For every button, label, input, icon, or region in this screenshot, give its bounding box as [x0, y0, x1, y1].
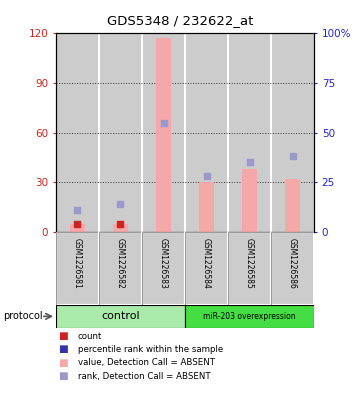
Bar	[228, 232, 271, 305]
Bar	[228, 33, 271, 232]
Text: ■: ■	[58, 371, 68, 381]
Bar	[56, 33, 99, 232]
Text: GDS5348 / 232622_at: GDS5348 / 232622_at	[107, 14, 254, 27]
Bar	[185, 305, 314, 328]
Bar	[56, 305, 185, 328]
Bar	[185, 232, 228, 305]
Point	[118, 201, 123, 207]
Bar	[99, 232, 142, 305]
Bar	[242, 169, 257, 232]
Point	[75, 220, 81, 227]
Text: GSM1226581: GSM1226581	[73, 238, 82, 288]
Text: GSM1226584: GSM1226584	[202, 238, 211, 288]
Bar	[156, 39, 171, 232]
Point	[161, 119, 166, 126]
Bar	[56, 232, 99, 305]
Bar	[113, 224, 128, 232]
Point	[75, 207, 81, 213]
Bar	[285, 179, 300, 232]
Text: rank, Detection Call = ABSENT: rank, Detection Call = ABSENT	[78, 372, 210, 380]
Text: miR-203 overexpression: miR-203 overexpression	[203, 312, 296, 321]
Text: GSM1226582: GSM1226582	[116, 238, 125, 288]
Bar	[56, 232, 99, 305]
Text: value, Detection Call = ABSENT: value, Detection Call = ABSENT	[78, 358, 215, 367]
Bar	[271, 232, 314, 305]
Bar	[70, 224, 85, 232]
Text: protocol: protocol	[4, 311, 43, 321]
Text: GSM1226586: GSM1226586	[288, 238, 297, 288]
Point	[204, 173, 209, 180]
Point	[247, 159, 252, 165]
Text: percentile rank within the sample: percentile rank within the sample	[78, 345, 223, 354]
Text: count: count	[78, 332, 102, 340]
Bar	[271, 33, 314, 232]
Point	[118, 220, 123, 227]
Text: GSM1226583: GSM1226583	[159, 238, 168, 288]
Bar	[199, 182, 214, 232]
Bar	[99, 33, 142, 232]
Text: ■: ■	[58, 344, 68, 354]
Bar	[271, 232, 314, 305]
Bar	[99, 232, 142, 305]
Text: control: control	[101, 311, 140, 321]
Bar	[185, 232, 228, 305]
Text: ■: ■	[58, 358, 68, 368]
Bar	[142, 33, 185, 232]
Text: ■: ■	[58, 331, 68, 341]
Bar	[228, 232, 271, 305]
Bar	[142, 232, 185, 305]
Text: GSM1226585: GSM1226585	[245, 238, 254, 288]
Bar	[185, 33, 228, 232]
Point	[290, 153, 295, 160]
Bar	[142, 232, 185, 305]
